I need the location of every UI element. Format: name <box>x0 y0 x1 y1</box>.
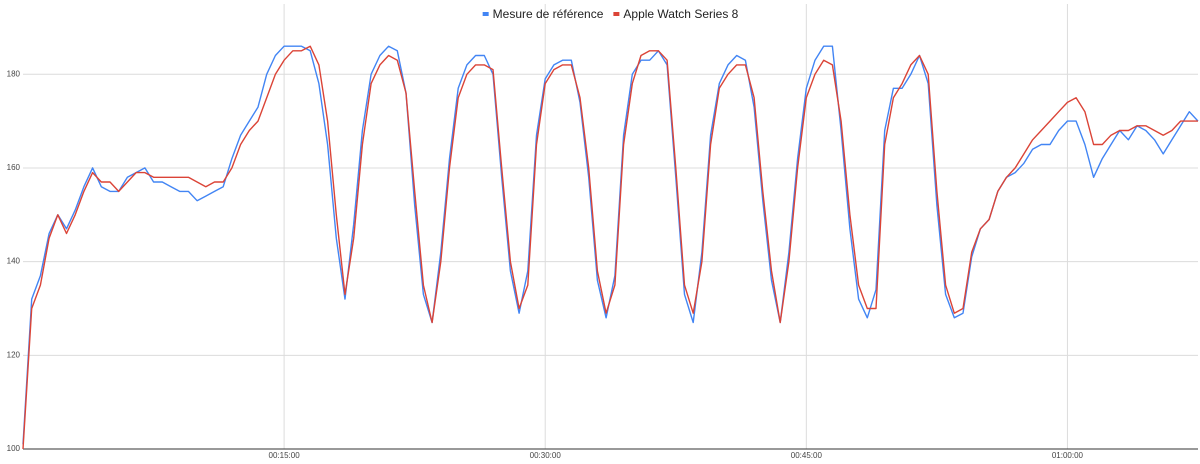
legend-swatch <box>482 12 489 16</box>
y-tick-label: 120 <box>7 350 21 359</box>
x-tick-label: 00:30:00 <box>530 451 562 460</box>
y-tick-label: 100 <box>7 444 21 453</box>
x-tick-label: 01:00:00 <box>1052 451 1084 460</box>
legend: Mesure de référence Apple Watch Series 8 <box>482 7 739 21</box>
legend-label: Mesure de référence <box>493 7 604 21</box>
x-tick-label: 00:15:00 <box>269 451 301 460</box>
y-tick-label: 140 <box>7 257 21 266</box>
y-tick-label: 180 <box>7 69 21 78</box>
x-tick-label: 00:45:00 <box>791 451 823 460</box>
data-line <box>22 45 1199 445</box>
data-line <box>22 45 1198 450</box>
legend-label: Apple Watch Series 8 <box>623 7 738 21</box>
y-tick-label: 160 <box>7 163 21 172</box>
legend-swatch <box>613 12 620 16</box>
